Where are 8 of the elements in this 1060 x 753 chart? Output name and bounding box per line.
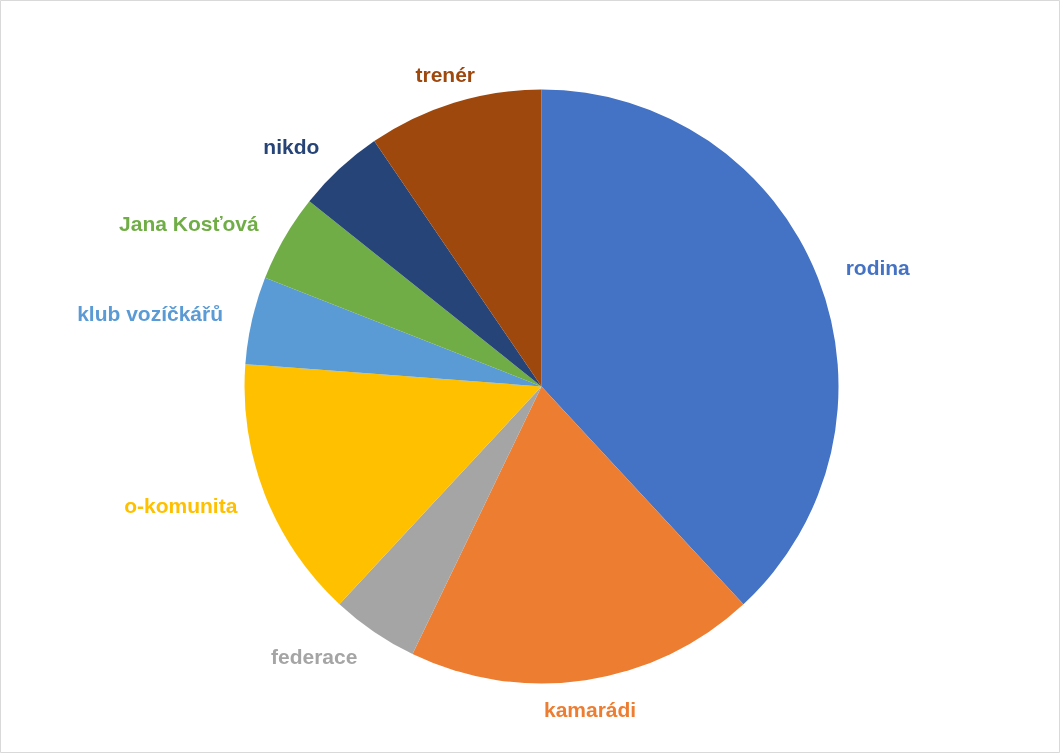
slice-label: kamarádi (543, 698, 637, 722)
slice-label: nikdo (263, 135, 320, 159)
slice-label: klub vozíčkářů (77, 302, 224, 326)
slice-label: trenér (415, 62, 476, 86)
slice-label: Jana Kosťová (119, 211, 259, 235)
slice-label: federace (270, 644, 358, 668)
slice-label: rodina (845, 255, 911, 279)
slice-label: o-komunita (124, 494, 238, 518)
